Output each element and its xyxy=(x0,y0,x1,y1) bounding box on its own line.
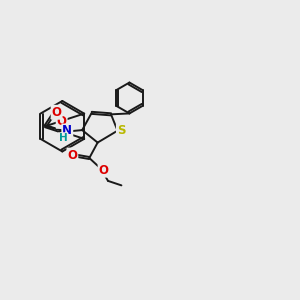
Text: N: N xyxy=(62,124,72,137)
Text: O: O xyxy=(52,106,61,119)
Text: H: H xyxy=(59,133,68,143)
Text: O: O xyxy=(57,115,67,128)
Text: O: O xyxy=(68,148,77,162)
Text: S: S xyxy=(117,124,125,137)
Text: O: O xyxy=(99,164,109,177)
